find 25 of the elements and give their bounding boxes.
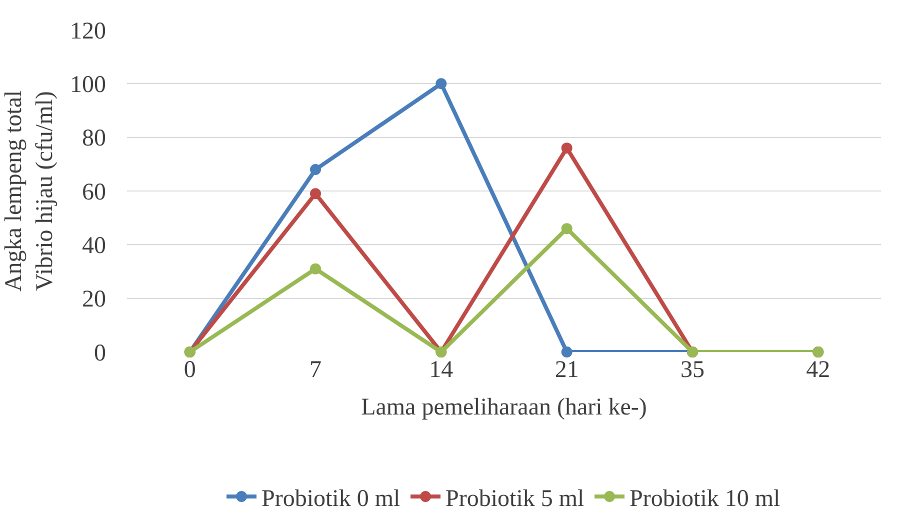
point: [310, 164, 321, 176]
legend-label: Probiotik 10 ml: [630, 486, 781, 512]
legend-label: Probiotik 5 ml: [446, 486, 585, 512]
x-tick-label: 35: [680, 357, 704, 383]
x-tick-label: 7: [310, 357, 322, 383]
point: [561, 142, 572, 154]
y-tick-label: 0: [94, 340, 106, 366]
y-tick-label: 120: [70, 18, 106, 44]
point: [561, 346, 572, 358]
x-tick-label: 21: [554, 357, 579, 383]
legend-label: Probiotik 0 ml: [262, 486, 401, 512]
point: [310, 188, 321, 200]
y-tick-label: 80: [82, 126, 106, 152]
x-tick-label: 14: [429, 357, 454, 383]
y-tick-label: 40: [82, 233, 106, 260]
y-tick-label: 60: [82, 179, 106, 206]
point: [561, 223, 572, 234]
point: [310, 263, 321, 274]
point: [436, 78, 447, 90]
y-tick-label: 20: [82, 286, 106, 313]
y-axis-title: Angka lempeng total Vibrio hijau (cfu/ml): [0, 90, 58, 292]
x-axis-title: Lama pemeliharaan (hari ke-): [361, 394, 647, 420]
x-tick-label: 42: [806, 357, 830, 383]
x-tick-label: 0: [184, 357, 196, 383]
y-tick-label: 100: [70, 72, 106, 98]
